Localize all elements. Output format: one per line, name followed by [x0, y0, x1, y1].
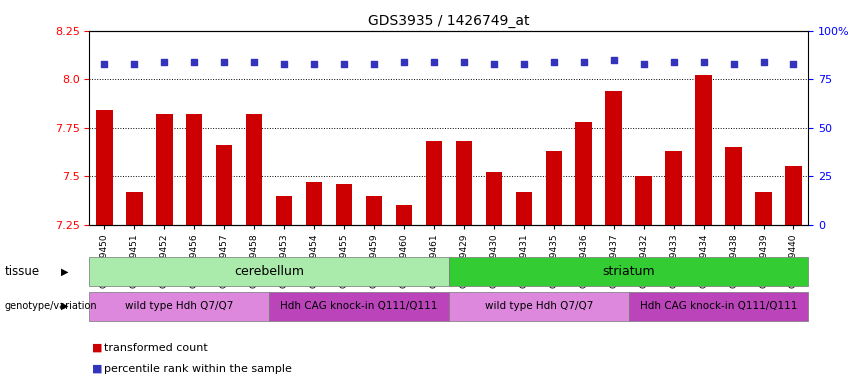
Point	[427, 59, 441, 65]
Text: percentile rank within the sample: percentile rank within the sample	[104, 364, 292, 374]
Point	[217, 59, 231, 65]
Bar	[756, 192, 772, 225]
Bar	[636, 176, 652, 225]
Bar	[269, 292, 448, 321]
Bar	[366, 195, 382, 225]
Point	[697, 59, 711, 65]
Bar	[396, 205, 412, 225]
Point	[667, 59, 681, 65]
Bar	[575, 122, 592, 225]
Bar	[448, 292, 629, 321]
Bar	[605, 91, 622, 225]
Text: ■: ■	[92, 364, 102, 374]
Bar	[785, 167, 802, 225]
Text: wild type Hdh Q7/Q7: wild type Hdh Q7/Q7	[484, 301, 593, 311]
Bar	[306, 182, 323, 225]
Bar	[725, 147, 742, 225]
Text: ▶: ▶	[61, 301, 68, 311]
Point	[577, 59, 591, 65]
Point	[367, 61, 380, 67]
Bar	[156, 114, 173, 225]
Bar	[486, 172, 502, 225]
Point	[607, 57, 620, 63]
Point	[307, 61, 321, 67]
Bar	[426, 141, 443, 225]
Point	[128, 61, 141, 67]
Point	[487, 61, 500, 67]
Bar	[545, 151, 562, 225]
Bar	[448, 257, 808, 286]
Point	[786, 61, 800, 67]
Point	[277, 61, 291, 67]
Bar	[89, 257, 448, 286]
Bar	[336, 184, 352, 225]
Text: tissue: tissue	[4, 265, 39, 278]
Text: striatum: striatum	[603, 265, 655, 278]
Point	[517, 61, 531, 67]
Bar	[665, 151, 682, 225]
Point	[457, 59, 471, 65]
Point	[157, 59, 171, 65]
Point	[547, 59, 561, 65]
Bar	[246, 114, 262, 225]
Point	[757, 59, 770, 65]
Bar	[455, 141, 472, 225]
Text: Hdh CAG knock-in Q111/Q111: Hdh CAG knock-in Q111/Q111	[280, 301, 437, 311]
Point	[637, 61, 650, 67]
Point	[337, 61, 351, 67]
Title: GDS3935 / 1426749_at: GDS3935 / 1426749_at	[368, 14, 529, 28]
Bar	[516, 192, 532, 225]
Text: ▶: ▶	[61, 266, 68, 277]
Point	[187, 59, 201, 65]
Bar	[89, 292, 269, 321]
Text: transformed count: transformed count	[104, 343, 208, 353]
Text: cerebellum: cerebellum	[234, 265, 304, 278]
Point	[248, 59, 261, 65]
Bar	[276, 195, 293, 225]
Text: ■: ■	[92, 343, 102, 353]
Bar	[126, 192, 142, 225]
Bar	[695, 75, 711, 225]
Point	[397, 59, 411, 65]
Bar	[96, 110, 112, 225]
Point	[98, 61, 111, 67]
Point	[727, 61, 740, 67]
Bar	[186, 114, 203, 225]
Text: wild type Hdh Q7/Q7: wild type Hdh Q7/Q7	[125, 301, 233, 311]
Bar	[216, 145, 232, 225]
Text: genotype/variation: genotype/variation	[4, 301, 97, 311]
Bar	[629, 292, 808, 321]
Text: Hdh CAG knock-in Q111/Q111: Hdh CAG knock-in Q111/Q111	[640, 301, 797, 311]
